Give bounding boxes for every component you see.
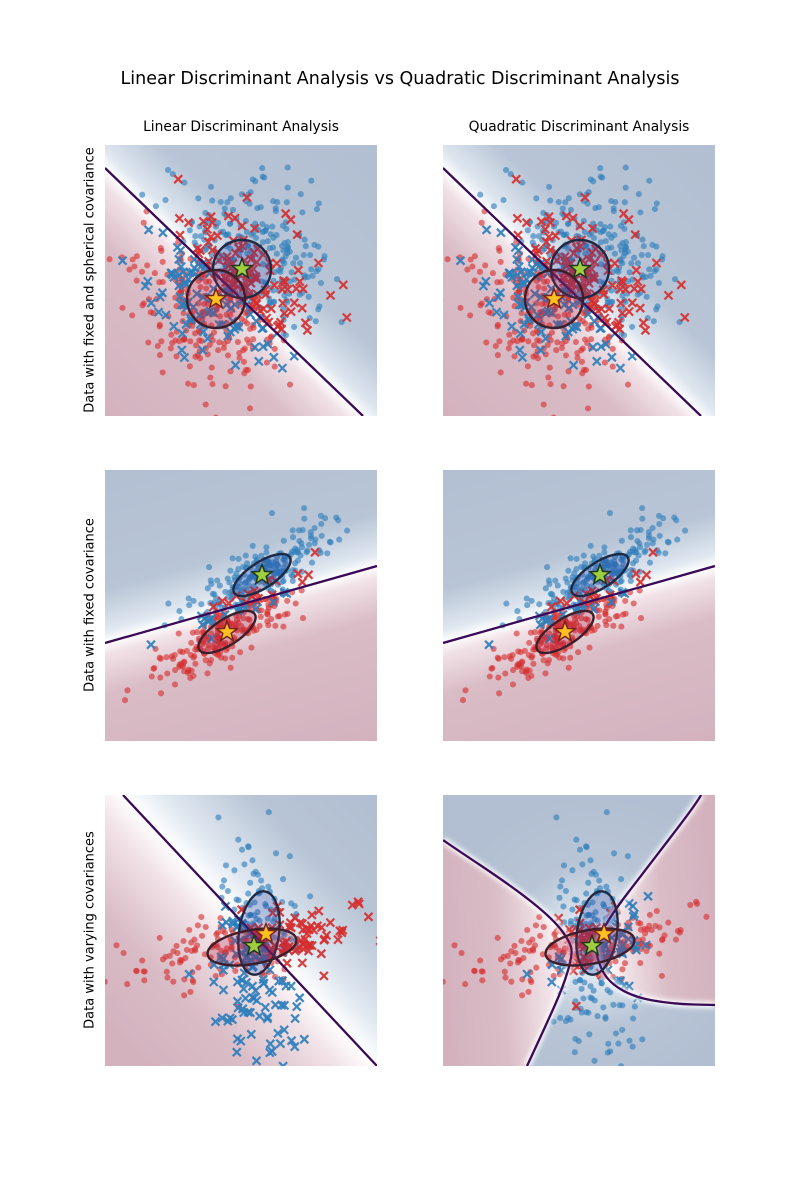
panel-r1-c0 bbox=[105, 470, 377, 741]
panel-r0-c1 bbox=[443, 145, 715, 416]
green-star-icon bbox=[587, 562, 613, 586]
gold-star-icon bbox=[552, 619, 578, 643]
class-mean-stars bbox=[203, 256, 255, 310]
row-label-fixed-spherical-covariance: Data with fixed and spherical covariance bbox=[82, 147, 98, 413]
decision-boundary bbox=[105, 167, 364, 416]
green-star-icon bbox=[229, 256, 255, 280]
gold-star-icon bbox=[253, 921, 279, 945]
row-label-varying-covariances: Data with varying covariances bbox=[82, 831, 98, 1029]
panel-r2-c0 bbox=[105, 795, 377, 1066]
decision-boundary bbox=[443, 167, 702, 416]
class-mean-stars bbox=[541, 256, 593, 310]
column-title-lda: Linear Discriminant Analysis bbox=[143, 119, 339, 135]
panel-r2-c1 bbox=[443, 795, 715, 1066]
class-mean-stars bbox=[552, 562, 613, 643]
gold-star-icon bbox=[541, 286, 567, 310]
column-title-qda: Quadratic Discriminant Analysis bbox=[468, 119, 690, 135]
panel-r0-c0 bbox=[105, 145, 377, 416]
class-mean-stars bbox=[579, 921, 617, 957]
gold-star-icon bbox=[214, 619, 240, 643]
scatter-crosses bbox=[146, 547, 320, 650]
gold-star-icon bbox=[203, 286, 229, 310]
panel-r1-c1 bbox=[443, 470, 715, 741]
green-star-icon bbox=[579, 933, 605, 957]
decision-boundary bbox=[443, 564, 715, 645]
gold-star-icon bbox=[591, 921, 617, 945]
green-star-icon bbox=[567, 256, 593, 280]
figure-title: Linear Discriminant Analysis vs Quadrati… bbox=[120, 69, 680, 89]
class-mean-stars bbox=[214, 562, 275, 643]
green-star-icon bbox=[249, 562, 275, 586]
green-star-icon bbox=[241, 933, 267, 957]
class-mean-stars bbox=[241, 921, 279, 957]
decision-boundary bbox=[105, 564, 377, 645]
row-label-fixed-covariance: Data with fixed covariance bbox=[82, 518, 98, 692]
